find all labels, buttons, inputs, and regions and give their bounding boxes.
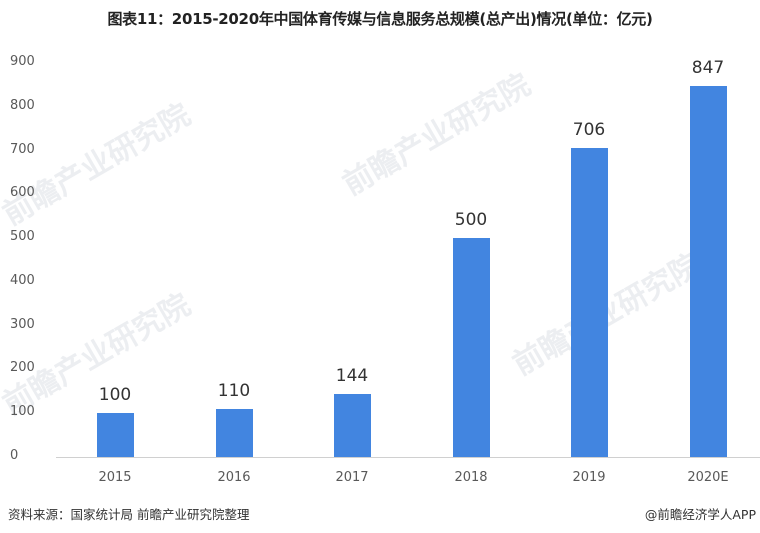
y-tick-label: 900 bbox=[10, 54, 35, 69]
data-label: 500 bbox=[454, 210, 488, 231]
y-tick-label: 500 bbox=[10, 229, 35, 245]
x-tick-label: 2019 bbox=[572, 470, 606, 485]
bar-2018 bbox=[453, 238, 490, 457]
bar-2019 bbox=[571, 147, 608, 457]
y-tick-label: 100 bbox=[10, 404, 35, 420]
data-label: 847 bbox=[691, 58, 725, 79]
y-tick-label: 700 bbox=[10, 141, 35, 157]
x-tick-label: 2017 bbox=[335, 470, 369, 485]
y-tick-label: 400 bbox=[10, 272, 35, 288]
x-tick-label: 2016 bbox=[217, 470, 251, 485]
data-label: 144 bbox=[335, 365, 369, 386]
bar-2017 bbox=[334, 393, 371, 457]
data-label: 706 bbox=[572, 119, 606, 140]
x-tick-label: 2020E bbox=[687, 470, 729, 485]
credit-note: @前瞻经济学人APP bbox=[644, 507, 756, 522]
x-tick-label: 2015 bbox=[98, 470, 132, 485]
source-note: 资料来源：国家统计局 前瞻产业研究院整理 bbox=[8, 507, 250, 522]
chart-title: 图表11：2015-2020年中国体育传媒与信息服务总规模(总产出)情况(单位：… bbox=[107, 10, 653, 28]
y-tick-label: 200 bbox=[10, 360, 35, 376]
x-axis-line bbox=[56, 457, 760, 458]
y-tick-label: 0 bbox=[10, 448, 19, 463]
y-tick-label: 600 bbox=[10, 185, 35, 201]
watermark: 前瞻产业研究院 bbox=[337, 67, 537, 203]
data-label: 100 bbox=[98, 385, 132, 406]
bar-2020E bbox=[690, 86, 727, 457]
x-tick-label: 2018 bbox=[454, 470, 488, 485]
bar-2015 bbox=[97, 413, 134, 457]
y-tick-label: 300 bbox=[10, 316, 35, 332]
bar-2016 bbox=[216, 408, 253, 457]
data-label: 110 bbox=[217, 380, 251, 401]
y-tick-label: 800 bbox=[10, 97, 35, 113]
